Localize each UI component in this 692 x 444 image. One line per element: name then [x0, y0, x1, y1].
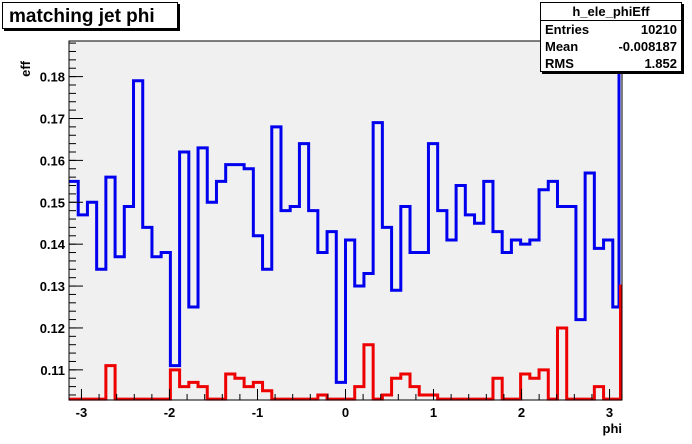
y-tick-label: 0.16 — [40, 153, 65, 168]
stats-value: -0.008187 — [618, 39, 677, 54]
x-axis-label: phi — [603, 421, 623, 436]
x-tick-label: -1 — [252, 405, 264, 420]
x-tick-label: -3 — [76, 405, 88, 420]
y-tick-label: 0.12 — [40, 321, 65, 336]
y-tick-label: 0.11 — [40, 363, 65, 378]
series-line-blue — [69, 79, 622, 384]
y-tick-label: 0.14 — [40, 237, 66, 252]
stats-row-entries: Entries 10210 — [541, 21, 681, 38]
y-axis-label: eff — [18, 60, 33, 77]
y-tick-label: 0.13 — [40, 279, 65, 294]
x-tick-label: 1 — [430, 405, 437, 420]
stats-label: RMS — [545, 56, 574, 71]
stats-row-rms: RMS 1.852 — [541, 55, 681, 72]
x-tick-label: 2 — [518, 405, 525, 420]
x-tick-label: 3 — [606, 405, 613, 420]
stats-label: Entries — [545, 22, 590, 37]
y-tick-label: 0.18 — [40, 70, 65, 85]
stats-box: h_ele_phiEff Entries 10210 Mean -0.00818… — [540, 2, 682, 72]
stats-label: Mean — [545, 39, 579, 54]
stats-row-mean: Mean -0.008187 — [541, 38, 681, 55]
series-line-red — [69, 326, 622, 401]
x-tick-label: -2 — [164, 405, 176, 420]
stats-value: 1.852 — [644, 56, 677, 71]
stats-value: 10210 — [640, 22, 677, 37]
chart-title: matching jet phi — [2, 2, 178, 29]
x-tick-label: 0 — [342, 405, 349, 420]
stats-name: h_ele_phiEff — [541, 3, 681, 21]
y-tick-label: 0.17 — [40, 111, 65, 126]
y-tick-label: 0.15 — [40, 195, 65, 210]
